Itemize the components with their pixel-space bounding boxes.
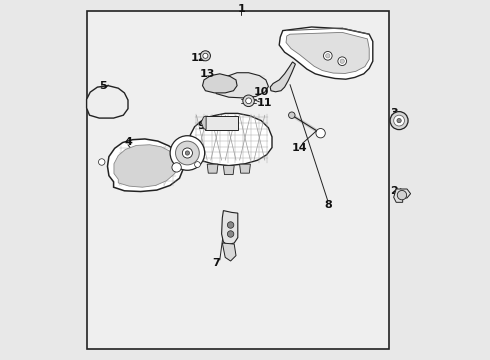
Circle shape [98,159,105,165]
Polygon shape [286,32,369,73]
Polygon shape [216,73,269,98]
Circle shape [289,112,295,118]
Circle shape [195,162,200,167]
Text: 14: 14 [291,143,307,153]
Circle shape [175,141,199,165]
Circle shape [243,95,254,107]
Circle shape [316,129,325,138]
Polygon shape [107,139,183,192]
Text: 7: 7 [212,258,220,268]
Text: 5: 5 [99,81,107,91]
Text: 9: 9 [198,121,206,131]
Polygon shape [270,62,295,92]
Circle shape [397,118,401,123]
Polygon shape [207,164,218,173]
Text: 4: 4 [124,137,132,147]
Polygon shape [393,189,411,202]
Text: 11: 11 [257,98,272,108]
Text: 1: 1 [238,4,245,14]
Circle shape [227,222,234,228]
Polygon shape [279,27,373,79]
Circle shape [397,190,407,200]
FancyBboxPatch shape [205,116,238,130]
Text: 3: 3 [391,108,398,118]
Circle shape [185,151,190,155]
Circle shape [200,51,210,61]
Text: 13: 13 [199,69,215,79]
Circle shape [170,136,205,170]
Polygon shape [223,166,234,175]
Polygon shape [221,211,238,245]
Circle shape [338,57,346,66]
Text: 6: 6 [180,146,188,156]
Text: 10: 10 [253,87,269,97]
Polygon shape [176,144,191,164]
Circle shape [227,231,234,237]
Polygon shape [202,74,237,93]
Bar [87,11,389,349]
Circle shape [326,54,330,58]
Text: 2: 2 [391,186,398,196]
Polygon shape [240,164,250,173]
Polygon shape [222,243,236,261]
Polygon shape [87,86,128,118]
Circle shape [323,51,332,60]
Circle shape [393,115,404,126]
Circle shape [182,148,193,158]
Circle shape [390,112,408,130]
Polygon shape [189,113,272,166]
Circle shape [172,163,181,172]
Circle shape [203,53,208,58]
Circle shape [245,98,251,104]
Polygon shape [114,145,177,187]
Circle shape [340,59,344,63]
Text: 12: 12 [191,53,206,63]
Polygon shape [201,116,206,130]
Text: 8: 8 [324,200,332,210]
